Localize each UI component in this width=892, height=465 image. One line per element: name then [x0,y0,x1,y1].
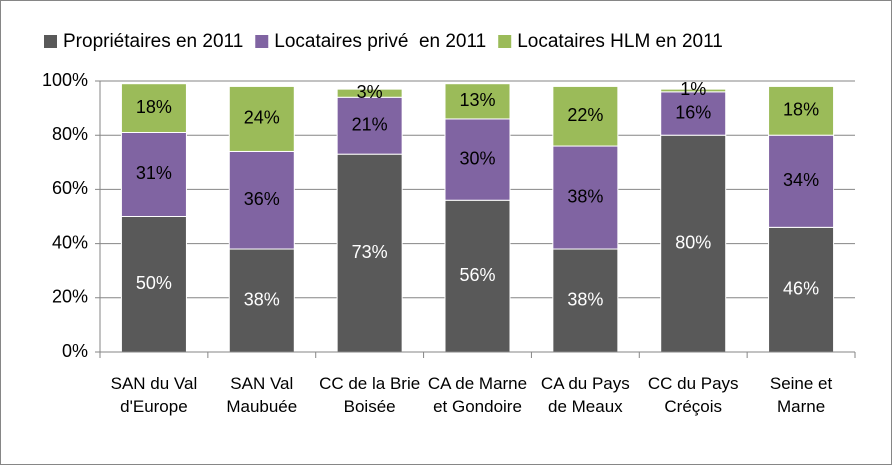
data-label: 36% [244,189,280,209]
bar-segment [228,85,295,152]
x-tick-label: CC de la Brie Boisée [319,374,421,416]
y-tick-label: 80% [52,124,88,144]
bar-segment [660,134,727,353]
bar-segment [336,153,403,353]
data-label: 3% [357,82,383,102]
bar-segment [120,83,187,133]
bar-segment [552,85,619,147]
x-tick-label: SAN du Val d'Europe [110,374,198,416]
data-label: 56% [459,265,495,285]
data-label: 13% [459,90,495,110]
bar-segment [444,118,511,201]
data-label: 18% [783,100,819,120]
bar-segment [660,88,727,93]
data-label: 34% [783,170,819,190]
data-label: 24% [244,108,280,128]
bar-segment [444,83,511,120]
data-label: 73% [352,242,388,262]
x-tick-label: CA de Marne et Gondoire [427,374,528,416]
legend-swatch [255,35,269,48]
data-label: 80% [675,232,711,252]
data-label: 30% [459,148,495,168]
legend-label: Locataires privé en 2011 [274,31,486,52]
data-label: 50% [136,273,172,293]
data-label: 22% [567,105,603,125]
bar-segment [120,131,187,218]
y-tick-label: 60% [52,178,88,198]
data-label: 38% [567,186,603,206]
bar-segment [336,88,403,98]
data-label: 38% [567,289,603,309]
y-tick-label: 20% [52,287,88,307]
bar-segment [768,226,835,353]
bar-segment [768,85,835,136]
bar-segment [336,96,403,155]
legend-swatch [44,35,57,48]
y-tick-label: 40% [52,232,88,252]
bar-segment [228,248,295,353]
x-tick-label: SAN Val Maubuée [226,374,298,416]
bar-segment [228,150,295,250]
data-label: 31% [136,163,172,183]
y-tick-label: 0% [62,341,88,361]
x-tick-label: CA du Pays de Meaux [540,374,630,416]
x-tick-label: Seine et Marne [769,374,833,416]
y-tick-label: 100% [42,70,88,90]
data-label: 1% [680,79,706,99]
data-label: 16% [675,102,711,122]
data-label: 46% [783,278,819,298]
legend-label: Locataires HLM en 2011 [517,31,723,52]
bar-segment [552,145,619,250]
data-label: 18% [136,97,172,117]
bar-segment [444,199,511,353]
bar-segment [768,134,835,228]
x-tick-label: CC du Pays Créçois [647,374,739,416]
legend-swatch [498,35,512,48]
legend-label: Propriétaires en 2011 [63,31,243,52]
data-label: 21% [352,114,388,134]
data-label: 38% [244,289,280,309]
bar-segment [660,91,727,136]
